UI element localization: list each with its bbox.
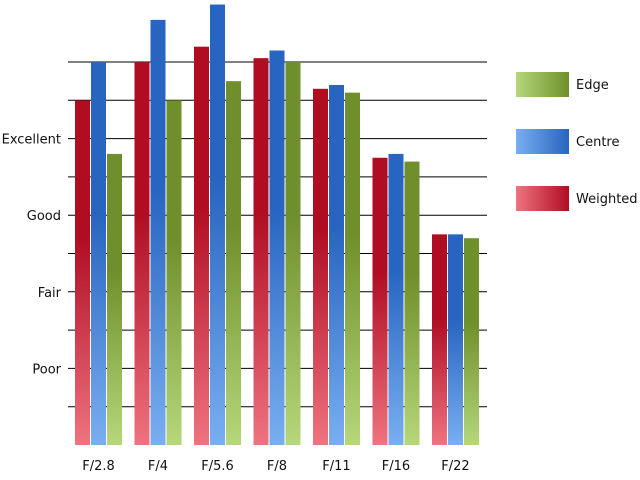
bar-edge-f-5-6 xyxy=(226,81,241,446)
x-tick-label-f-11: F/11 xyxy=(322,459,350,474)
x-axis-tick-labels: F/2.8 F/4 F/5.6 F/8 F/11 F/16 F/22 xyxy=(82,459,469,474)
legend-swatch-weighted xyxy=(516,186,569,211)
bar-weighted-f-16 xyxy=(372,157,388,445)
bar-weighted-f-4 xyxy=(134,62,150,445)
bar-edge-f-8 xyxy=(285,62,301,445)
y-tick-label-excellent: Excellent xyxy=(2,133,61,148)
legend-swatch-centre xyxy=(516,129,569,154)
bar-centre-f-22 xyxy=(448,234,463,445)
x-tick-label-f-2-8: F/2.8 xyxy=(82,459,115,474)
bar-edge-f-11 xyxy=(345,92,360,445)
bar-weighted-f-22 xyxy=(432,234,447,445)
bar-centre-f-5-6 xyxy=(210,4,225,446)
x-tick-label-f-8: F/8 xyxy=(267,459,287,474)
bar-centre-f-2-8 xyxy=(91,62,106,445)
legend-label-weighted: Weighted xyxy=(576,192,638,207)
bar-edge-f-4 xyxy=(166,100,182,446)
y-tick-label-poor: Poor xyxy=(32,362,61,377)
bar-weighted-f-8 xyxy=(253,58,269,446)
bar-weighted-f-11 xyxy=(313,88,328,445)
x-tick-label-f-5-6: F/5.6 xyxy=(201,459,234,474)
legend-swatch-edge xyxy=(516,72,569,97)
legend-label-edge: Edge xyxy=(576,78,609,93)
bar-edge-f-22 xyxy=(464,238,479,445)
y-axis-tick-labels: Poor Fair Good Excellent xyxy=(2,133,62,378)
x-tick-label-f-16: F/16 xyxy=(382,459,410,474)
x-tick-label-f-4: F/4 xyxy=(148,459,168,474)
legend: Edge Centre Weighted xyxy=(516,72,638,211)
bar-edge-f-16 xyxy=(404,161,420,445)
bar-centre-f-16 xyxy=(388,153,404,446)
bar-centre-f-8 xyxy=(269,50,285,445)
bar-weighted-f-5-6 xyxy=(194,46,209,446)
legend-label-centre: Centre xyxy=(576,135,619,150)
y-tick-label-good: Good xyxy=(27,209,61,224)
y-tick-label-fair: Fair xyxy=(38,286,62,301)
bar-centre-f-4 xyxy=(150,19,166,446)
bar-weighted-f-2-8 xyxy=(75,100,90,446)
bars-layer xyxy=(75,4,479,446)
bar-centre-f-11 xyxy=(329,84,344,445)
x-tick-label-f-22: F/22 xyxy=(441,459,469,474)
bar-edge-f-2-8 xyxy=(107,153,122,446)
